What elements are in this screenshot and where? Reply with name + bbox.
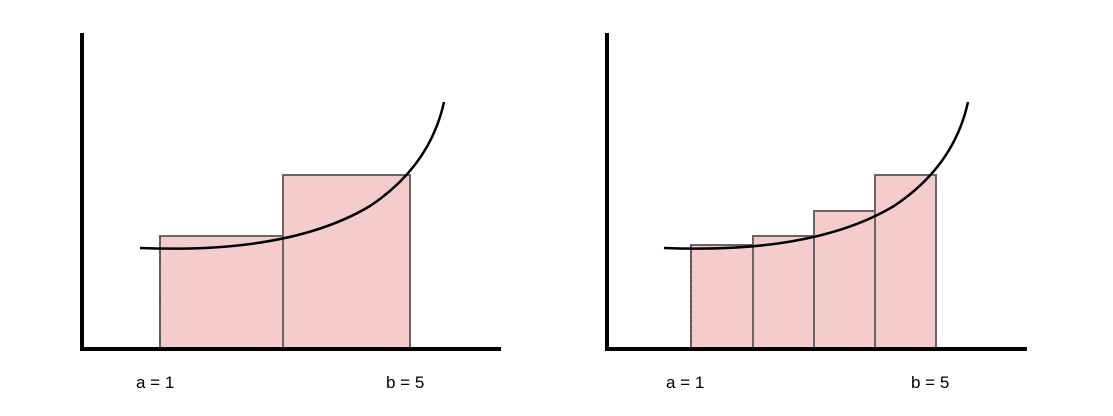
right-rect-1 (690, 244, 754, 350)
right-label-a: a = 1 (666, 373, 704, 392)
right-rect-3 (813, 210, 876, 350)
left-rect-1 (159, 235, 284, 350)
right-rect-2 (752, 235, 815, 350)
left-curve (139, 101, 446, 250)
left-label-a: a = 1 (136, 373, 174, 392)
left-rectangles (159, 174, 411, 350)
left-rect-2 (282, 174, 411, 350)
left-panel: a = 1 b = 5 (80, 33, 501, 392)
right-curve (663, 101, 970, 250)
right-axes (605, 33, 1027, 351)
right-rect-4 (874, 174, 937, 350)
left-label-b: b = 5 (386, 373, 424, 392)
left-axes (80, 33, 501, 351)
right-label-b: b = 5 (911, 373, 949, 392)
right-panel: a = 1 b = 5 (605, 33, 1027, 392)
